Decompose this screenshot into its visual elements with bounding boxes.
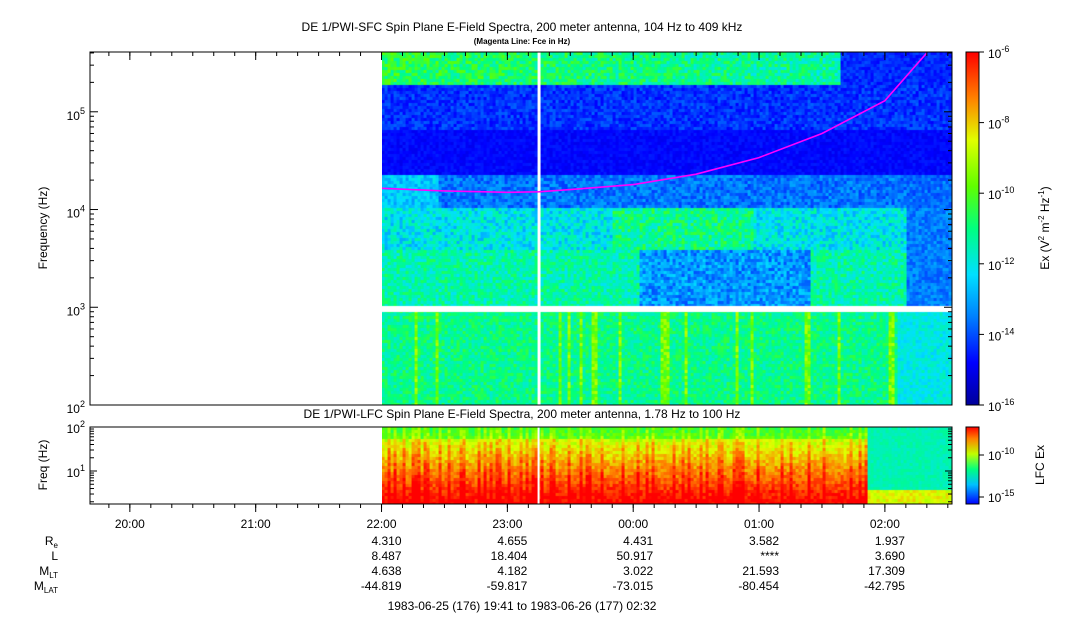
time-axis: 20:00 21:00 22:00 23:00 00:00 01:00 02:00	[108, 52, 949, 531]
ephemeris-value: -80.454	[738, 579, 779, 593]
sfc-y-tick-label: 105	[67, 106, 85, 123]
time-tick-label: 20:00	[115, 517, 145, 531]
top-panel-title: DE 1/PWI-SFC Spin Plane E-Field Spectra,…	[302, 20, 743, 34]
ephemeris-table: Re 4.310 4.655 4.431 3.582 1.937 L 8.487 18.404 5…	[34, 534, 905, 595]
time-tick-label: 21:00	[241, 517, 271, 531]
lfc-colorbar-label: LFC Ex	[1033, 445, 1047, 485]
ephemeris-value: 50.917	[617, 549, 654, 563]
lfc-colorbar-ticks: 10-10 10-15	[979, 446, 1014, 505]
sfc-spectrogram-image	[382, 52, 952, 405]
ephemeris-value: 8.487	[371, 549, 401, 563]
ephemeris-value: -44.819	[361, 579, 402, 593]
sfc-colorbar-tick-label: 10-12	[988, 256, 1014, 273]
ephemeris-value: -59.817	[487, 579, 528, 593]
lfc-y-ticks: 101 102	[67, 419, 952, 503]
sfc-y-ticks: 102 103 104 105	[67, 52, 952, 416]
time-tick-label: 02:00	[870, 517, 900, 531]
sfc-spectrogram	[382, 52, 952, 405]
lfc-spectrogram	[382, 427, 952, 504]
ephemeris-row-label: MLT	[39, 564, 58, 580]
time-tick-label: 22:00	[367, 517, 397, 531]
ephemeris-value: ****	[760, 549, 779, 563]
ephemeris-value: 3.022	[623, 564, 653, 578]
lfc-colorbar-tick-label: 10-15	[988, 488, 1014, 505]
ephemeris-row-label: L	[51, 549, 58, 563]
lfc-colorbar	[965, 426, 980, 505]
sfc-colorbar-ticks: 10-6 10-8 10-10 10-12 10-14 10-16	[979, 44, 1014, 414]
ephemeris-row-label: MLAT	[34, 579, 58, 595]
lfc-plot-frame	[89, 426, 953, 505]
time-range-label: 1983-06-25 (176) 19:41 to 1983-06-26 (17…	[388, 599, 657, 613]
sfc-colorbar-tick-label: 10-16	[988, 397, 1014, 414]
ephemeris-value: 4.655	[497, 534, 527, 548]
lfc-spectrogram-image	[382, 427, 952, 504]
sfc-y-tick-label: 104	[67, 204, 85, 221]
sfc-colorbar-tick-label: 10-8	[988, 115, 1009, 132]
sfc-y-tick-label: 103	[67, 301, 85, 318]
sfc-plot-frame	[89, 51, 953, 406]
lfc-y-tick-label: 102	[67, 419, 85, 436]
bottom-panel-title: DE 1/PWI-LFC Spin Plane E-Field Spectra,…	[304, 407, 741, 421]
ephemeris-value: -73.015	[613, 579, 654, 593]
sfc-y-axis-label: Frequency (Hz)	[36, 187, 50, 270]
ephemeris-value: 3.582	[749, 534, 779, 548]
lfc-colorbar-tick-label: 10-10	[988, 446, 1014, 463]
ephemeris-row-label: Re	[45, 534, 59, 550]
ephemeris-value: 1.937	[875, 534, 905, 548]
lfc-y-axis-label: Freq (Hz)	[36, 440, 50, 491]
sfc-colorbar-tick-label: 10-6	[988, 44, 1009, 61]
fce-line	[382, 52, 928, 194]
time-tick-label: 00:00	[618, 517, 648, 531]
top-panel-subtitle: (Magenta Line: Fce in Hz)	[474, 37, 571, 46]
ephemeris-value: 4.431	[623, 534, 653, 548]
ephemeris-value: 3.690	[875, 549, 905, 563]
ephemeris-value: 18.404	[491, 549, 528, 563]
time-tick-label: 01:00	[744, 517, 774, 531]
sfc-colorbar-label: Ex (V2 m-2 Hz-1)	[1037, 186, 1052, 269]
ephemeris-value: -42.795	[864, 579, 905, 593]
sfc-y-tick-label: 102	[67, 399, 85, 416]
sfc-colorbar	[965, 51, 980, 406]
ephemeris-value: 4.638	[371, 564, 401, 578]
lfc-y-tick-label: 101	[67, 463, 85, 480]
sfc-colorbar-tick-label: 10-10	[988, 185, 1014, 202]
ephemeris-value: 21.593	[742, 564, 779, 578]
time-tick-label: 23:00	[492, 517, 522, 531]
ephemeris-value: 4.310	[371, 534, 401, 548]
ephemeris-value: 17.309	[868, 564, 905, 578]
ephemeris-value: 4.182	[497, 564, 527, 578]
sfc-colorbar-tick-label: 10-14	[988, 326, 1014, 343]
